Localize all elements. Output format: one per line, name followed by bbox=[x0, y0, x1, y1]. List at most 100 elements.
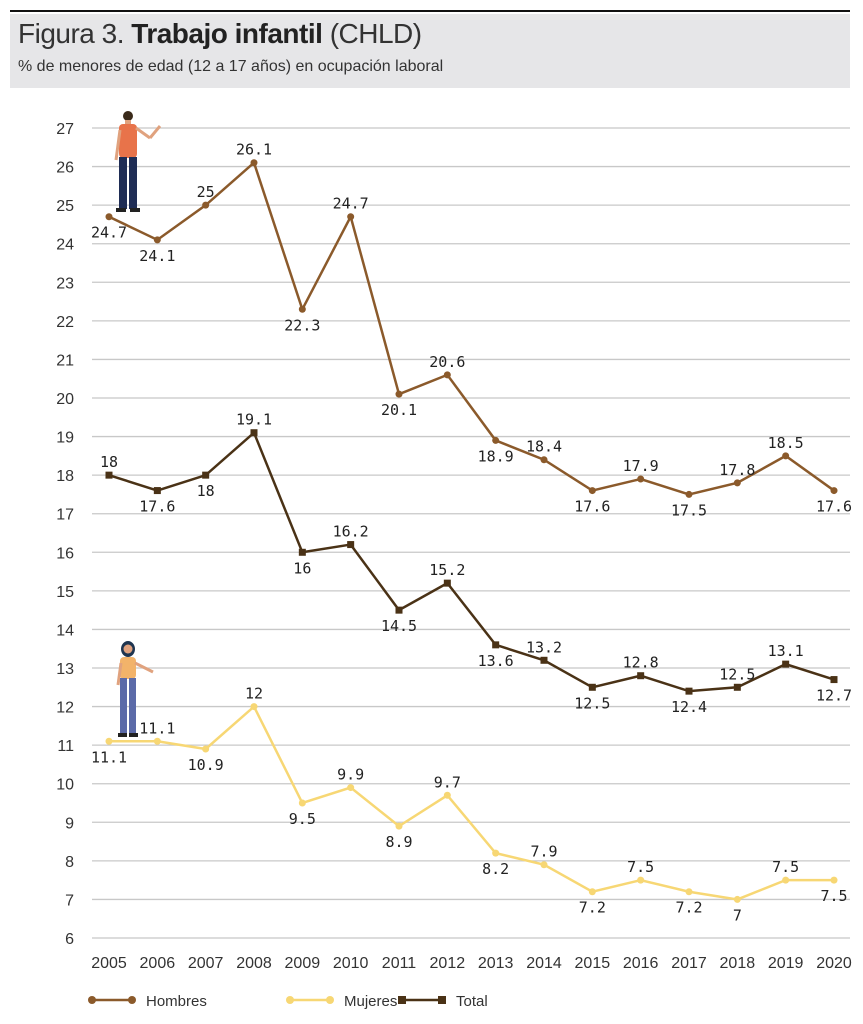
y-tick-label: 9 bbox=[65, 815, 74, 832]
y-tick-label: 6 bbox=[65, 931, 74, 948]
y-tick-label: 10 bbox=[56, 777, 74, 794]
data-point bbox=[250, 429, 258, 437]
data-point bbox=[153, 236, 161, 244]
data-point bbox=[685, 888, 693, 896]
data-point bbox=[395, 822, 403, 830]
data-point bbox=[298, 548, 306, 556]
data-label: 7.5 bbox=[627, 858, 654, 876]
x-tick-label: 2011 bbox=[382, 955, 417, 972]
data-point bbox=[492, 849, 500, 857]
series-hombres: 24.7 24.1 25 26.1 22.3 24.7 20.1 20.6 18.9 18.4 17… bbox=[91, 141, 852, 520]
data-label: 22.3 bbox=[284, 316, 320, 334]
data-point bbox=[588, 683, 596, 691]
data-label: 9.7 bbox=[434, 773, 461, 791]
data-label: 26.1 bbox=[236, 141, 272, 159]
data-point bbox=[347, 784, 355, 792]
y-tick-label: 17 bbox=[56, 507, 74, 524]
data-point bbox=[733, 683, 741, 691]
data-label: 13.6 bbox=[478, 652, 514, 670]
y-tick-label: 12 bbox=[56, 700, 74, 717]
y-tick-label: 26 bbox=[56, 160, 74, 177]
data-label: 20.6 bbox=[429, 353, 465, 371]
legend-marker bbox=[128, 996, 136, 1004]
data-point bbox=[298, 305, 306, 313]
series-line bbox=[108, 160, 835, 496]
data-label: 8.9 bbox=[385, 833, 412, 851]
legend-label: Mujeres bbox=[344, 993, 397, 1010]
data-point bbox=[443, 371, 451, 379]
x-tick-label: 2006 bbox=[140, 955, 176, 972]
x-tick-label: 2019 bbox=[768, 955, 804, 972]
legend-marker bbox=[286, 996, 294, 1004]
data-label: 17.6 bbox=[139, 498, 175, 516]
data-label: 12.5 bbox=[719, 665, 755, 683]
data-label: 12.5 bbox=[574, 694, 610, 712]
figure-number: Figura 3. bbox=[18, 18, 125, 49]
data-point bbox=[105, 737, 113, 745]
data-point bbox=[540, 656, 548, 664]
x-tick-label: 2008 bbox=[236, 955, 272, 972]
data-point bbox=[202, 201, 210, 209]
chart-title: Figura 3. Trabajo infantil (CHLD) bbox=[18, 18, 422, 50]
data-label: 7.5 bbox=[820, 887, 847, 905]
x-tick-label: 2009 bbox=[285, 955, 321, 972]
data-label: 17.8 bbox=[719, 461, 755, 479]
data-point bbox=[733, 479, 741, 487]
x-tick-label: 2018 bbox=[720, 955, 756, 972]
data-label: 17.6 bbox=[816, 498, 852, 516]
y-tick-label: 25 bbox=[56, 198, 74, 215]
top-rule bbox=[10, 10, 850, 12]
data-label: 9.9 bbox=[337, 766, 364, 784]
data-label: 24.1 bbox=[139, 247, 175, 265]
data-label: 18.4 bbox=[526, 438, 562, 456]
data-point bbox=[637, 475, 645, 483]
data-label: 17.6 bbox=[574, 498, 610, 516]
data-label: 20.1 bbox=[381, 401, 417, 419]
data-point bbox=[105, 213, 113, 221]
data-label: 15.2 bbox=[429, 561, 465, 579]
x-tick-label: 2014 bbox=[526, 955, 562, 972]
data-point bbox=[492, 436, 500, 444]
data-label: 17.5 bbox=[671, 501, 707, 519]
data-label: 10.9 bbox=[188, 756, 224, 774]
legend-marker bbox=[326, 996, 334, 1004]
legend-marker bbox=[398, 996, 406, 1004]
data-point bbox=[782, 660, 790, 668]
y-tick-label: 23 bbox=[56, 275, 74, 292]
data-point bbox=[250, 159, 258, 167]
data-label: 12 bbox=[245, 685, 263, 703]
legend-marker bbox=[88, 996, 96, 1004]
x-tick-label: 2012 bbox=[430, 955, 466, 972]
data-label: 25 bbox=[197, 183, 215, 201]
data-label: 13.1 bbox=[768, 642, 804, 660]
data-label: 11.1 bbox=[91, 748, 127, 766]
data-label: 18 bbox=[197, 482, 215, 500]
chart-subtitle: % de menores de edad (12 a 17 años) en o… bbox=[18, 58, 444, 75]
data-point bbox=[637, 672, 645, 680]
data-label: 24.7 bbox=[333, 195, 369, 213]
data-label: 7.9 bbox=[530, 843, 557, 861]
data-point bbox=[395, 606, 403, 614]
data-label: 19.1 bbox=[236, 411, 272, 429]
y-tick-label: 18 bbox=[56, 468, 74, 485]
data-point bbox=[347, 541, 355, 549]
data-point bbox=[637, 876, 645, 884]
legend-label: Total bbox=[456, 993, 488, 1010]
boy-figure-icon bbox=[114, 111, 162, 212]
y-tick-label: 11 bbox=[57, 738, 74, 755]
y-tick-label: 13 bbox=[56, 661, 74, 678]
data-point bbox=[830, 876, 838, 884]
data-point bbox=[685, 490, 693, 498]
data-point bbox=[153, 737, 161, 745]
data-label: 24.7 bbox=[91, 224, 127, 242]
data-point bbox=[782, 876, 790, 884]
chart-header: Figura 3. Trabajo infantil (CHLD) % de m… bbox=[10, 14, 850, 88]
y-tick-label: 7 bbox=[65, 892, 74, 909]
x-tick-label: 2007 bbox=[188, 955, 224, 972]
x-tick-label: 2013 bbox=[478, 955, 514, 972]
data-point bbox=[588, 888, 596, 896]
series-line bbox=[109, 704, 834, 901]
data-label: 12.7 bbox=[816, 687, 852, 705]
data-label: 9.5 bbox=[289, 810, 316, 828]
girl-figure-icon bbox=[116, 641, 154, 737]
